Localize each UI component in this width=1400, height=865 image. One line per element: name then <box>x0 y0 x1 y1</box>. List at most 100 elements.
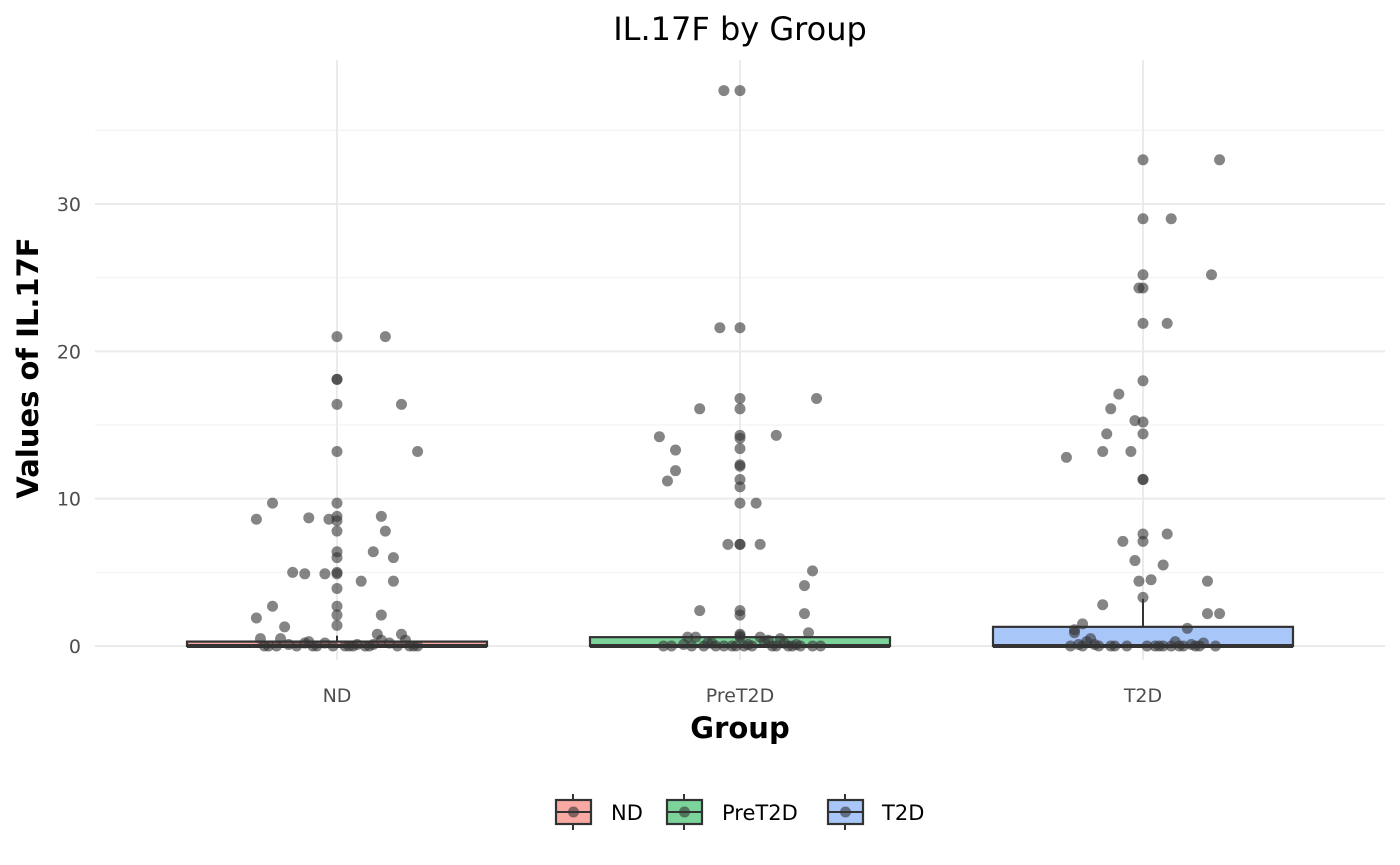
y-axis-title: Values of IL.17F <box>11 237 45 498</box>
data-point <box>750 497 762 509</box>
data-point <box>1060 451 1072 463</box>
data-point <box>331 331 343 343</box>
data-point <box>686 640 698 652</box>
data-point <box>343 640 355 652</box>
data-point <box>661 475 673 487</box>
data-point <box>323 513 335 525</box>
data-point <box>279 621 291 633</box>
data-point <box>331 497 343 509</box>
data-point <box>722 538 734 550</box>
data-point <box>734 609 746 621</box>
box-T2D <box>991 598 1295 648</box>
data-point <box>734 630 746 642</box>
data-point <box>311 640 323 652</box>
legend-item-T2D: T2D <box>826 794 924 830</box>
data-point <box>710 640 722 652</box>
data-point <box>299 568 311 580</box>
data-point <box>714 322 726 334</box>
data-point <box>331 609 343 621</box>
data-point <box>746 640 758 652</box>
data-point <box>734 322 746 334</box>
data-point <box>1077 618 1089 630</box>
chart-title: IL.17F by Group <box>613 10 867 48</box>
data-point <box>1214 608 1226 620</box>
data-point <box>287 566 299 578</box>
data-point <box>271 640 283 652</box>
data-point <box>670 465 682 477</box>
x-tick-label: PreT2D <box>706 685 775 707</box>
data-point <box>379 525 391 537</box>
data-point <box>1137 269 1149 281</box>
data-point <box>379 331 391 343</box>
data-point <box>1177 640 1189 652</box>
data-point <box>355 575 367 587</box>
data-point <box>1137 535 1149 547</box>
data-point <box>1113 388 1125 400</box>
x-tick-label: ND <box>323 685 352 707</box>
data-point <box>375 510 387 522</box>
data-point <box>1206 269 1218 281</box>
data-point <box>291 640 303 652</box>
data-point <box>1201 608 1213 620</box>
data-point <box>1064 640 1076 652</box>
data-point <box>1077 640 1089 652</box>
data-point <box>1097 446 1109 458</box>
y-tick-label: 20 <box>57 341 81 363</box>
data-point <box>1133 282 1145 294</box>
y-tick-label: 10 <box>57 489 81 511</box>
data-point <box>404 640 416 652</box>
data-point <box>1210 640 1222 652</box>
data-point <box>734 392 746 404</box>
data-point <box>375 609 387 621</box>
legend-key-point <box>568 806 579 818</box>
legend-label: PreT2D <box>722 801 798 825</box>
data-point <box>250 513 262 525</box>
data-point <box>794 640 806 652</box>
data-point <box>1093 640 1105 652</box>
legend: ND PreT2D T2D <box>554 794 924 830</box>
data-point <box>754 538 766 550</box>
data-point <box>1165 640 1177 652</box>
data-point <box>730 640 742 652</box>
data-point <box>782 640 794 652</box>
data-point <box>331 600 343 612</box>
data-point <box>412 446 424 458</box>
data-point <box>670 444 682 456</box>
y-axis-ticks: 0 10 20 30 <box>57 194 81 658</box>
data-points <box>250 85 1226 652</box>
x-tick-label: T2D <box>1123 685 1162 707</box>
data-point <box>734 481 746 493</box>
data-point <box>758 636 770 648</box>
data-point <box>1181 622 1193 634</box>
data-point <box>1165 213 1177 225</box>
data-point <box>690 631 702 643</box>
data-point <box>331 568 343 580</box>
data-point <box>1157 559 1169 571</box>
data-point <box>1121 640 1133 652</box>
data-point <box>331 552 343 564</box>
data-point <box>811 392 823 404</box>
data-point <box>1068 627 1080 639</box>
data-point <box>331 525 343 537</box>
data-point <box>1157 640 1169 652</box>
data-point <box>1137 416 1149 428</box>
data-point <box>1125 446 1137 458</box>
data-point <box>387 575 399 587</box>
data-point <box>319 568 331 580</box>
data-point <box>734 538 746 550</box>
data-point <box>367 546 379 558</box>
data-point <box>718 85 730 97</box>
legend-item-PreT2D: PreT2D <box>665 794 798 830</box>
data-point <box>1137 591 1149 603</box>
data-point <box>387 552 399 564</box>
data-point <box>718 640 730 652</box>
data-point <box>1161 317 1173 329</box>
data-point <box>665 640 677 652</box>
data-point <box>1137 474 1149 486</box>
data-point <box>1101 428 1113 440</box>
data-point <box>815 640 827 652</box>
data-point <box>331 619 343 631</box>
data-point <box>1214 154 1226 166</box>
data-point <box>1137 213 1149 225</box>
